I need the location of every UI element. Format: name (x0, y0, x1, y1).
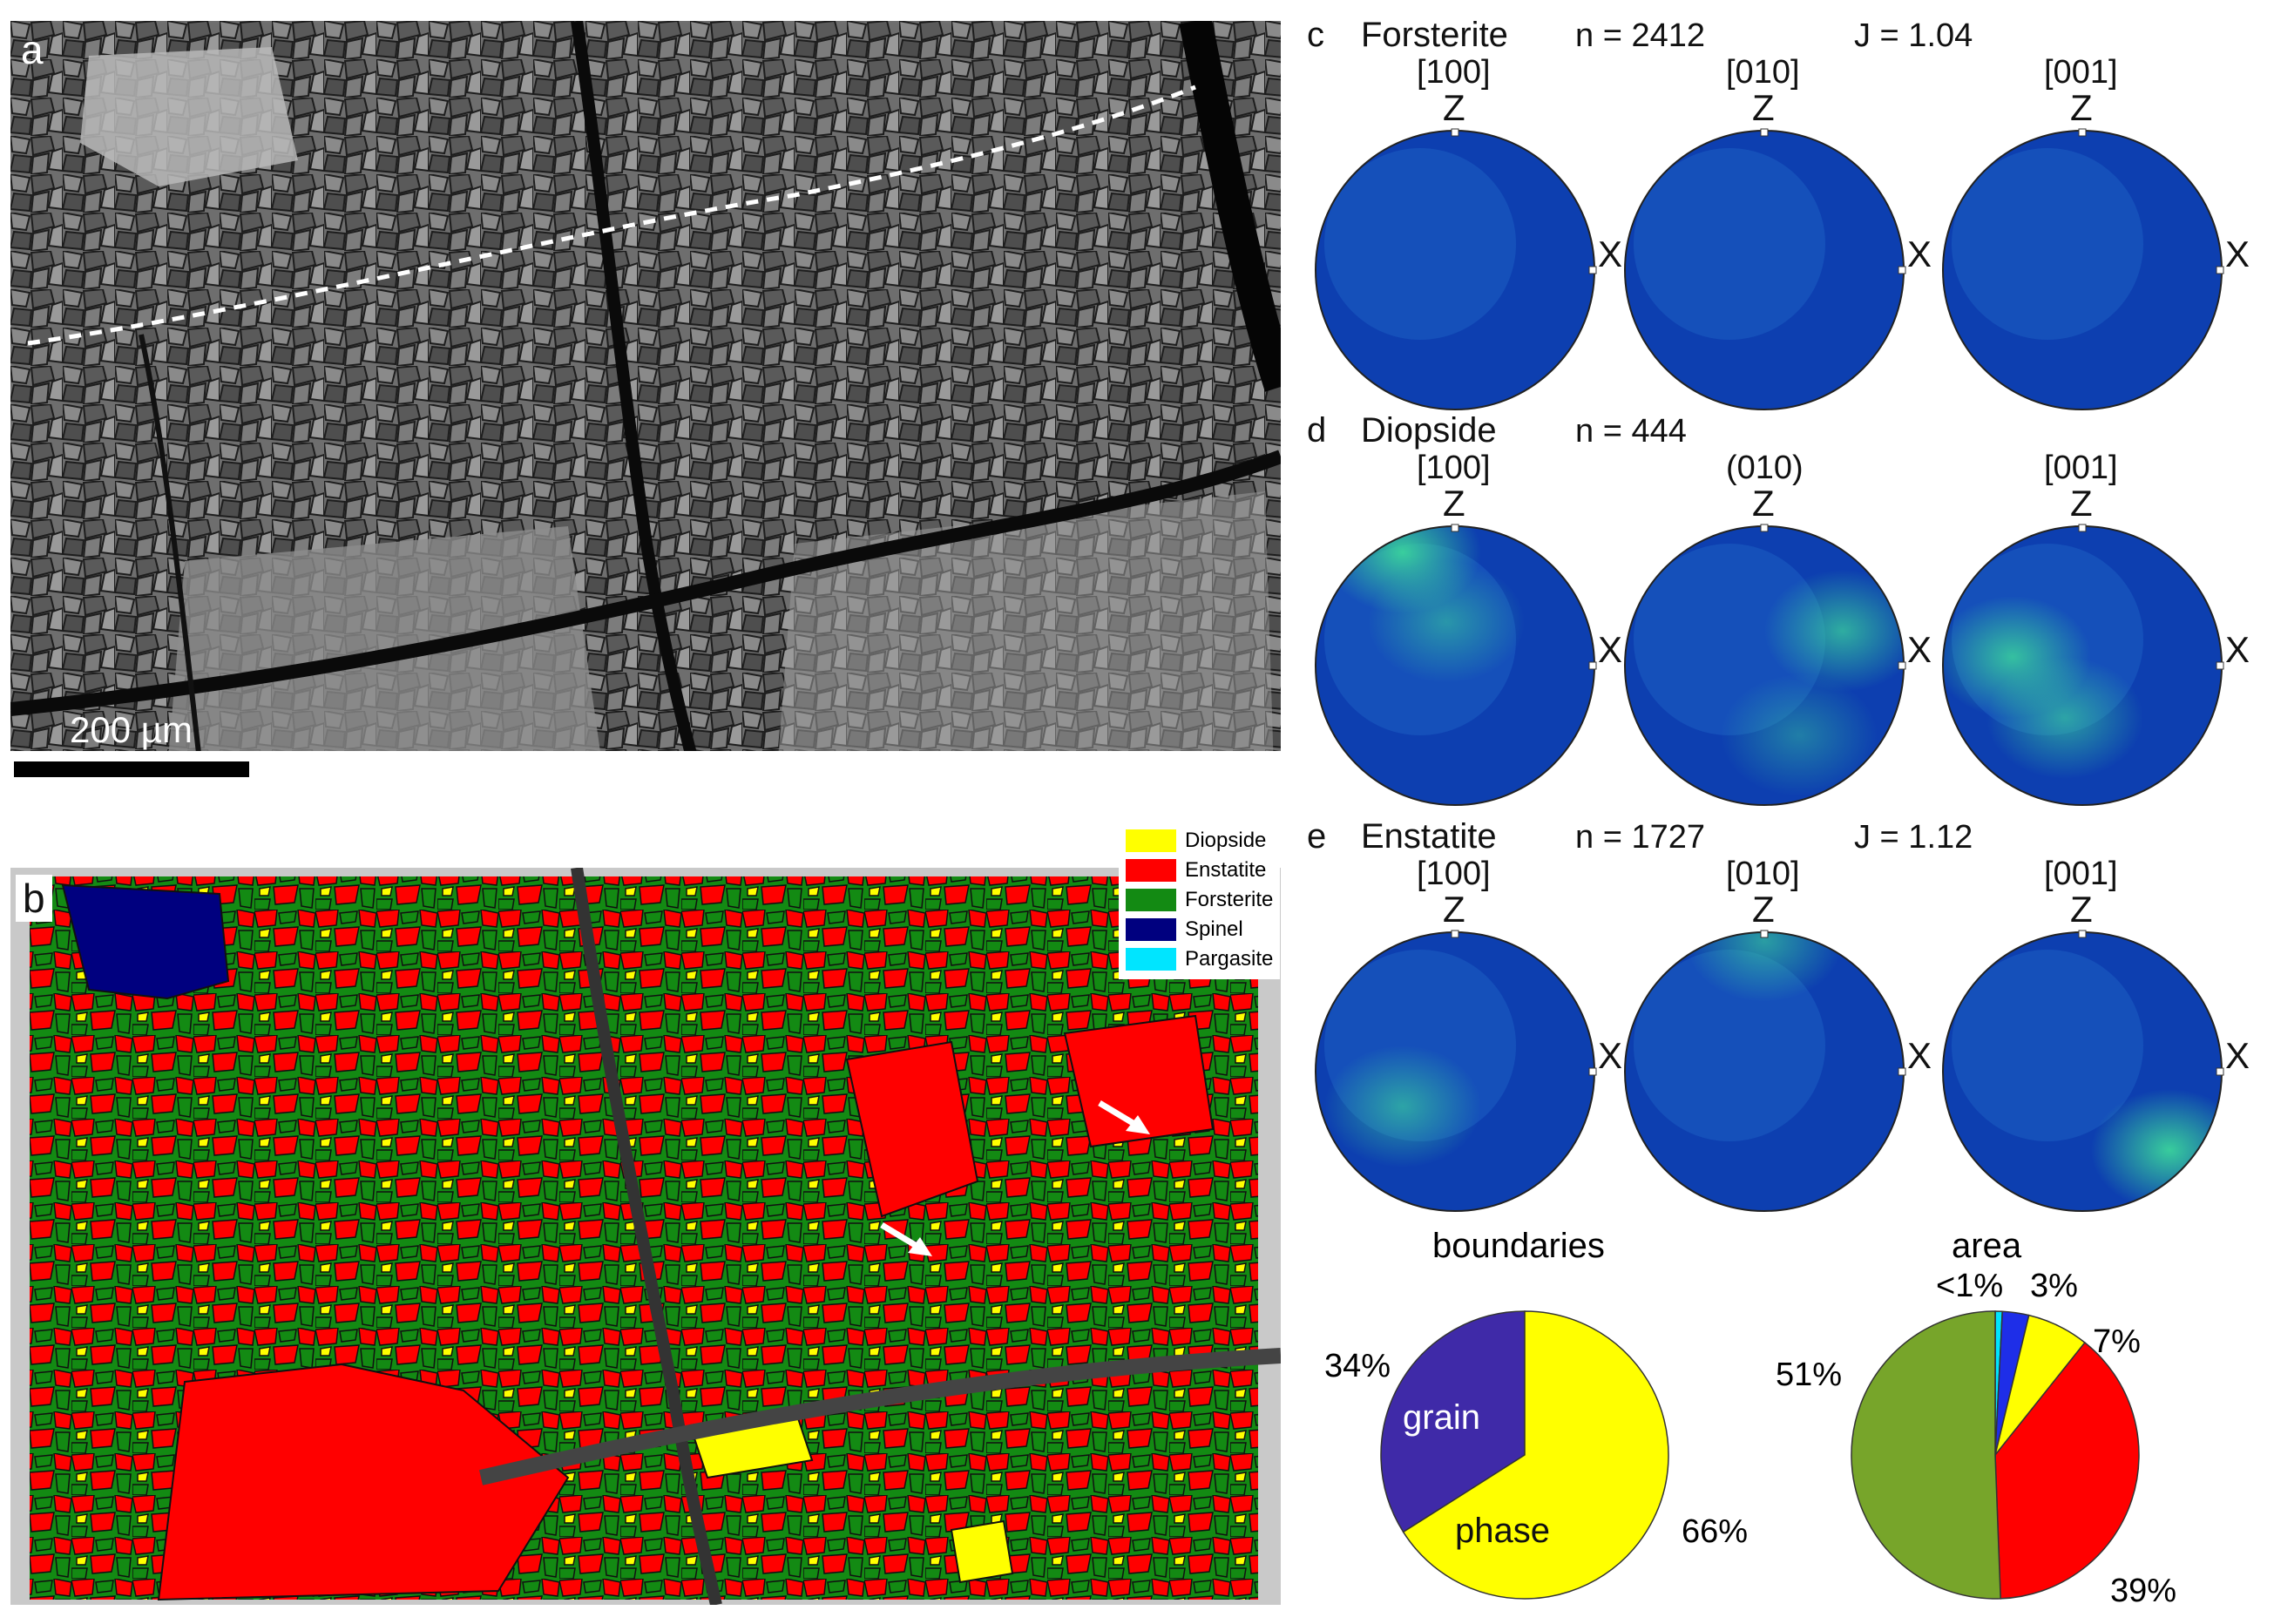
pie-slice (1380, 1310, 1526, 1533)
x-axis-label: X (1598, 1035, 1623, 1076)
pie-percent-label: 66% (1682, 1513, 1748, 1550)
texture-index: J = 1.04 (1854, 17, 1973, 54)
panel-label: a (21, 27, 44, 72)
pole-axis-label: [010] (1726, 856, 1800, 892)
z-axis-label: Z (1443, 483, 1465, 524)
x-axis-label: X (2225, 1035, 2250, 1076)
legend-swatch (1126, 859, 1176, 882)
grain-count: n = 2412 (1575, 17, 1705, 54)
panel-label: e (1307, 817, 1327, 856)
legend-item: Diopside (1126, 826, 1273, 856)
micrograph-image (10, 17, 1297, 786)
z-axis-label: Z (1443, 889, 1465, 930)
pole-axis-label: [010] (1726, 54, 1800, 91)
legend-item: Enstatite (1126, 856, 1273, 885)
pole-axis-label: [100] (1417, 856, 1491, 892)
legend-item: Forsterite (1126, 885, 1273, 915)
legend-item: Spinel (1126, 915, 1273, 944)
pie-charts: 34% grain 66% phase <1% 3% 7% 39% 51% (1324, 1268, 2176, 1609)
pole-axis-label: [100] (1417, 54, 1491, 91)
grain-count: n = 444 (1575, 413, 1687, 450)
z-axis-label: Z (1443, 87, 1465, 128)
pole-figure-stereonet (1315, 128, 1597, 410)
pie-title-boundaries: boundaries (1432, 1227, 1605, 1265)
z-axis-label: Z (1752, 87, 1775, 128)
z-axis-label: Z (2070, 483, 2093, 524)
panel-a-micrograph: a 200 µm (10, 17, 1297, 786)
pole-axis-label: [001] (2044, 856, 2118, 892)
pole-figure-stereonet (1942, 524, 2224, 806)
pole-figure-stereonet (1315, 930, 1597, 1212)
x-axis-label: X (1907, 629, 1932, 670)
pie-percent-label: 39% (2110, 1573, 2176, 1609)
pie-slice-label: grain (1403, 1398, 1480, 1437)
mineral-name: Forsterite (1361, 16, 1508, 54)
pole-figure-stereonet (1624, 128, 1906, 410)
scale-bar-label: 200 µm (70, 709, 193, 750)
z-axis-label: Z (2070, 87, 2093, 128)
panel-b-phase-map: b Diopside Enstatite Forsterite Spinel P… (10, 821, 1282, 1607)
mineral-name: Enstatite (1361, 817, 1497, 856)
x-axis-label: X (1598, 629, 1623, 670)
pie-percent-label: 7% (2093, 1323, 2141, 1360)
legend-swatch (1126, 918, 1176, 941)
pie-percent-label: 3% (2030, 1268, 2078, 1304)
legend-label: Diopside (1185, 829, 1267, 852)
pole-figure-stereonet (1315, 524, 1597, 806)
legend-label: Spinel (1185, 917, 1243, 941)
phase-legend: Diopside Enstatite Forsterite Spinel Par… (1119, 821, 1281, 979)
pole-axis-label: [100] (1417, 450, 1491, 486)
x-axis-label: X (2225, 233, 2250, 274)
phase-map-image (10, 866, 1282, 1607)
pie-percent-label: 34% (1324, 1348, 1391, 1384)
legend-label: Pargasite (1185, 947, 1274, 971)
pole-axis-label: [001] (2044, 54, 2118, 91)
x-axis-label: X (2225, 629, 2250, 670)
legend-label: Enstatite (1185, 858, 1267, 882)
legend-label: Forsterite (1185, 888, 1274, 911)
z-axis-label: Z (1752, 483, 1775, 524)
pie-percent-label: 51% (1776, 1357, 1842, 1393)
panel-label: d (1307, 411, 1327, 450)
dashed-trace-line (27, 85, 1196, 346)
pole-figure-stereonet (1624, 524, 1906, 806)
pie-percent-label: <1% (1936, 1268, 2003, 1304)
z-axis-label: Z (1752, 889, 1775, 930)
x-axis-label: X (1907, 233, 1932, 274)
panel-label: c (1307, 16, 1324, 54)
grain-count: n = 1727 (1575, 819, 1705, 856)
pole-axis-label: (010) (1726, 450, 1804, 486)
pie-slice (1402, 1310, 1669, 1600)
pole-axis-label: [001] (2044, 450, 2118, 486)
pole-figure-stereonet (1624, 930, 1906, 1212)
z-axis-label: Z (2070, 889, 2093, 930)
pie-slice-label: phase (1455, 1512, 1550, 1550)
pie-slice (1851, 1310, 2001, 1600)
pie-slice (1994, 1341, 2140, 1600)
panel-label: b (16, 875, 52, 922)
pole-figure-stereonet (1942, 128, 2224, 410)
legend-swatch (1126, 829, 1176, 852)
legend-swatch (1126, 948, 1176, 971)
x-axis-label: X (1907, 1035, 1932, 1076)
pie-title-area: area (1952, 1227, 2022, 1265)
x-axis-label: X (1598, 233, 1623, 274)
texture-index: J = 1.12 (1854, 819, 1973, 856)
legend-swatch (1126, 889, 1176, 911)
legend-item: Pargasite (1126, 944, 1273, 974)
mineral-name: Diopside (1361, 411, 1497, 450)
pole-figure-stereonet (1942, 930, 2224, 1212)
